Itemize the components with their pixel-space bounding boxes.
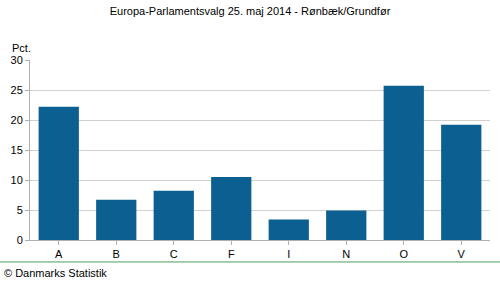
svg-text:5: 5 <box>17 204 23 216</box>
svg-text:B: B <box>113 248 120 260</box>
svg-text:Pct.: Pct. <box>12 42 31 54</box>
svg-text:30: 30 <box>11 54 23 66</box>
svg-text:N: N <box>342 248 350 260</box>
svg-text:C: C <box>170 248 178 260</box>
svg-text:10: 10 <box>11 174 23 186</box>
svg-text:15: 15 <box>11 144 23 156</box>
svg-text:V: V <box>458 248 466 260</box>
svg-text:25: 25 <box>11 84 23 96</box>
svg-text:A: A <box>55 248 63 260</box>
svg-text:© Danmarks Statistik: © Danmarks Statistik <box>4 267 107 279</box>
svg-text:Europa-Parlamentsvalg 25. maj: Europa-Parlamentsvalg 25. maj 2014 - Røn… <box>110 5 391 17</box>
svg-text:I: I <box>287 248 290 260</box>
svg-text:F: F <box>228 248 235 260</box>
svg-text:O: O <box>399 248 408 260</box>
svg-text:0: 0 <box>17 234 23 246</box>
svg-text:20: 20 <box>11 114 23 126</box>
